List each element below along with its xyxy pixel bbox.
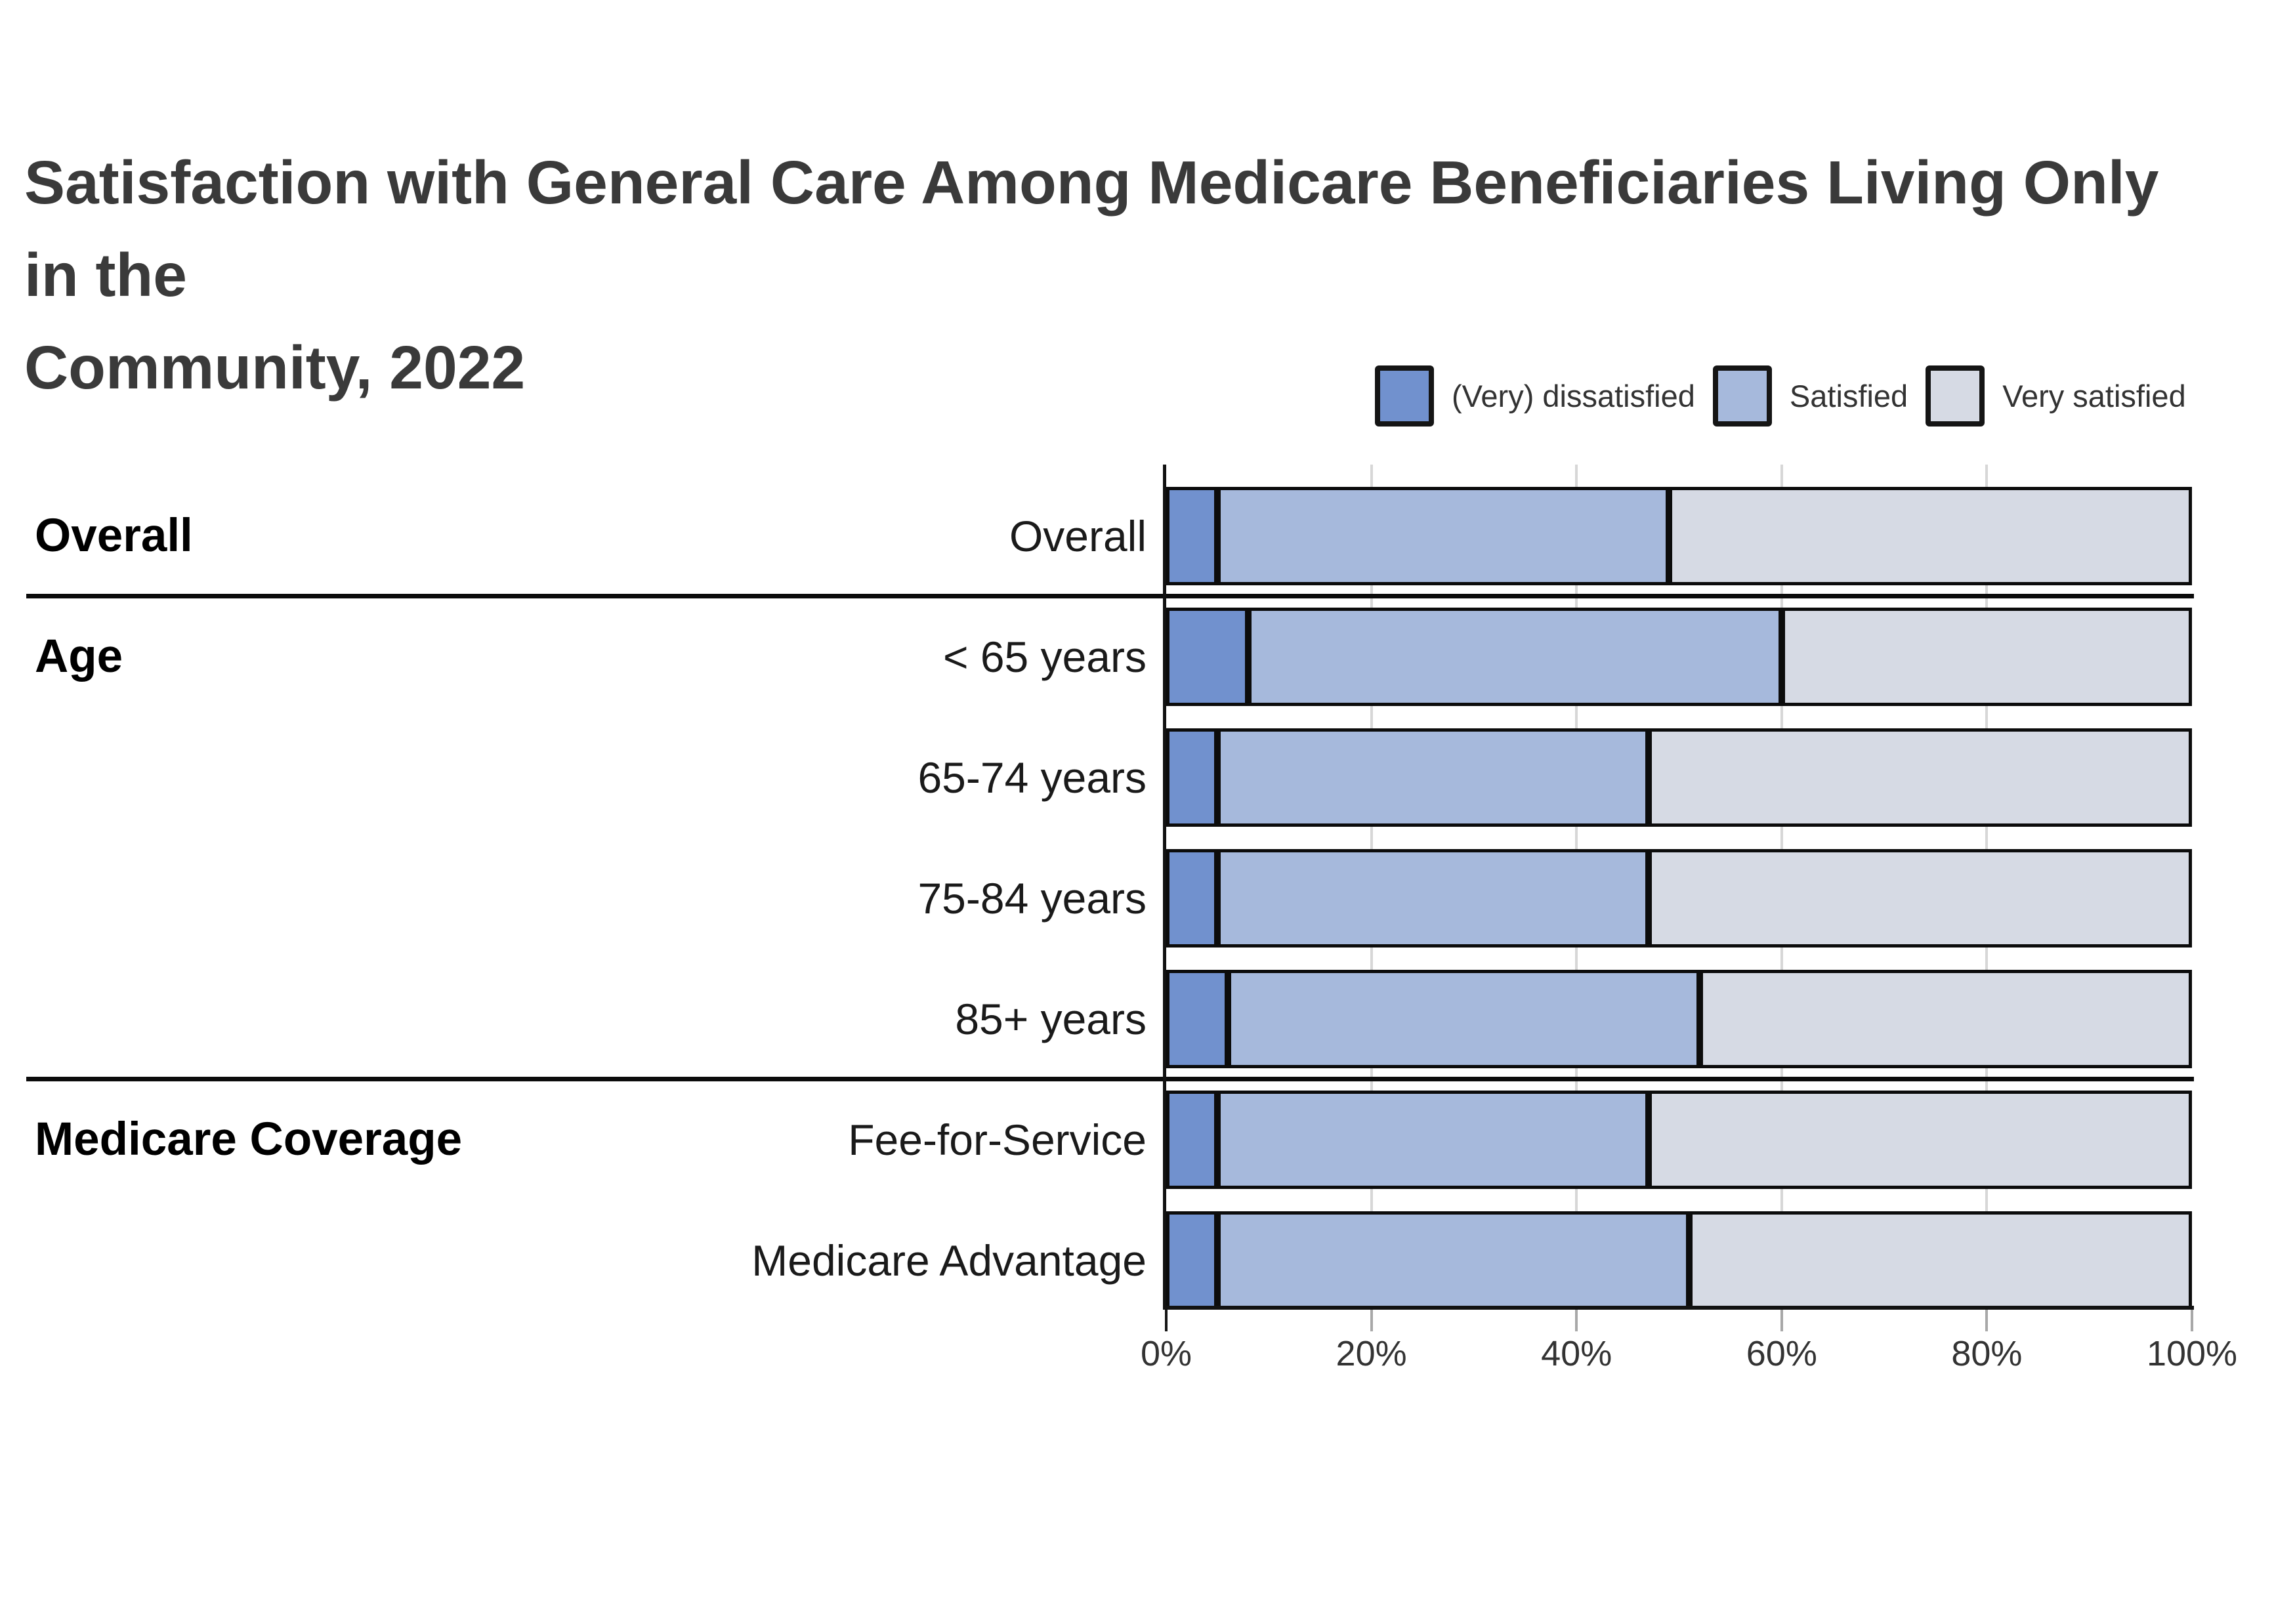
- segment-very-satisfied-85-years[interactable]: [1699, 970, 2192, 1068]
- chart-title-line1: Satisfaction with General Care Among Med…: [24, 148, 2159, 309]
- section-label-overall: Overall: [35, 510, 193, 562]
- x-axis-line: [1163, 1306, 2194, 1310]
- segment-satisfied-75-84-years[interactable]: [1217, 849, 1649, 947]
- chart-title: Satisfaction with General Care Among Med…: [24, 136, 2210, 414]
- legend-label-very-dissatisfied: (Very) dissatisfied: [1452, 378, 1695, 413]
- segment-very-satisfied-75-84-years[interactable]: [1648, 849, 2192, 947]
- legend-item-satisfied[interactable]: Satisfied: [1712, 365, 1908, 427]
- legend-swatch-very-dissatisfied: [1375, 365, 1434, 427]
- x-axis-tick-20: [1370, 1310, 1373, 1331]
- x-axis-tick-label-60: 60%: [1746, 1334, 1817, 1373]
- segment-satisfied-medicare-advantage[interactable]: [1217, 1211, 1690, 1310]
- section-label-age: Age: [35, 631, 123, 682]
- segment-very-satisfied-fee-for-service[interactable]: [1648, 1091, 2192, 1189]
- bar-fee-for-service: [1166, 1091, 2192, 1189]
- row-label-75-84-years: 75-84 years: [917, 874, 1147, 923]
- segment-very-dissatisfied-medicare-advantage[interactable]: [1166, 1211, 1218, 1310]
- segment-very-dissatisfied-fee-for-service[interactable]: [1166, 1091, 1218, 1189]
- legend-swatch-satisfied: [1712, 365, 1772, 427]
- segment-satisfied-65-years[interactable]: [1248, 608, 1782, 706]
- x-axis-tick-60: [1780, 1310, 1783, 1331]
- x-axis-tick-label-20: 20%: [1336, 1334, 1407, 1373]
- row-label-overall: Overall: [1009, 512, 1147, 560]
- segment-very-satisfied-medicare-advantage[interactable]: [1689, 1211, 2192, 1310]
- x-axis-tick-40: [1575, 1310, 1578, 1331]
- segment-very-satisfied-65-74-years[interactable]: [1648, 728, 2192, 827]
- legend-item-very-satisfied[interactable]: Very satisfied: [1926, 365, 2186, 427]
- legend-swatch-very-satisfied: [1926, 365, 1985, 427]
- chart-title-line2: Community, 2022: [24, 333, 526, 402]
- bar-65-74-years: [1166, 728, 2192, 827]
- row-label-85-years: 85+ years: [955, 995, 1147, 1043]
- x-axis-tick-100: [2191, 1310, 2193, 1331]
- section-divider: [26, 1077, 2194, 1081]
- x-axis-tick-label-40: 40%: [1541, 1334, 1612, 1373]
- segment-very-satisfied-overall[interactable]: [1668, 487, 2192, 585]
- bar-65-years: [1166, 608, 2192, 706]
- bar-75-84-years: [1166, 849, 2192, 947]
- segment-very-dissatisfied-overall[interactable]: [1166, 487, 1218, 585]
- segment-satisfied-85-years[interactable]: [1227, 970, 1700, 1068]
- x-axis-tick-label-100: 100%: [2146, 1334, 2238, 1373]
- segment-very-dissatisfied-65-years[interactable]: [1166, 608, 1249, 706]
- segment-satisfied-overall[interactable]: [1217, 487, 1669, 585]
- bar-overall: [1166, 487, 2192, 585]
- bar-medicare-advantage: [1166, 1211, 2192, 1310]
- y-axis-line: [1163, 465, 1166, 1310]
- x-axis-tick-80: [1985, 1310, 1989, 1331]
- legend-label-satisfied: Satisfied: [1789, 378, 1908, 413]
- x-axis-tick-0: [1165, 1310, 1168, 1331]
- x-axis-tick-label-0: 0%: [1140, 1334, 1192, 1373]
- legend: (Very) dissatisfied Satisfied Very satisfi…: [1375, 365, 2186, 427]
- segment-very-satisfied-65-years[interactable]: [1781, 608, 2192, 706]
- bar-85-years: [1166, 970, 2192, 1068]
- segment-satisfied-fee-for-service[interactable]: [1217, 1091, 1649, 1189]
- row-label-fee-for-service: Fee-for-Service: [848, 1115, 1147, 1164]
- x-axis-tick-label-80: 80%: [1951, 1334, 2023, 1373]
- segment-satisfied-65-74-years[interactable]: [1217, 728, 1649, 827]
- row-label-65-years: < 65 years: [942, 633, 1147, 681]
- segment-very-dissatisfied-75-84-years[interactable]: [1166, 849, 1218, 947]
- section-label-medicare-coverage: Medicare Coverage: [35, 1114, 463, 1165]
- segment-very-dissatisfied-85-years[interactable]: [1166, 970, 1228, 1068]
- segment-very-dissatisfied-65-74-years[interactable]: [1166, 728, 1218, 827]
- row-label-medicare-advantage: Medicare Advantage: [751, 1236, 1147, 1285]
- legend-label-very-satisfied: Very satisfied: [2002, 378, 2186, 413]
- section-divider: [26, 594, 2194, 598]
- row-label-65-74-years: 65-74 years: [917, 753, 1147, 802]
- legend-item-very-dissatisfied[interactable]: (Very) dissatisfied: [1375, 365, 1695, 427]
